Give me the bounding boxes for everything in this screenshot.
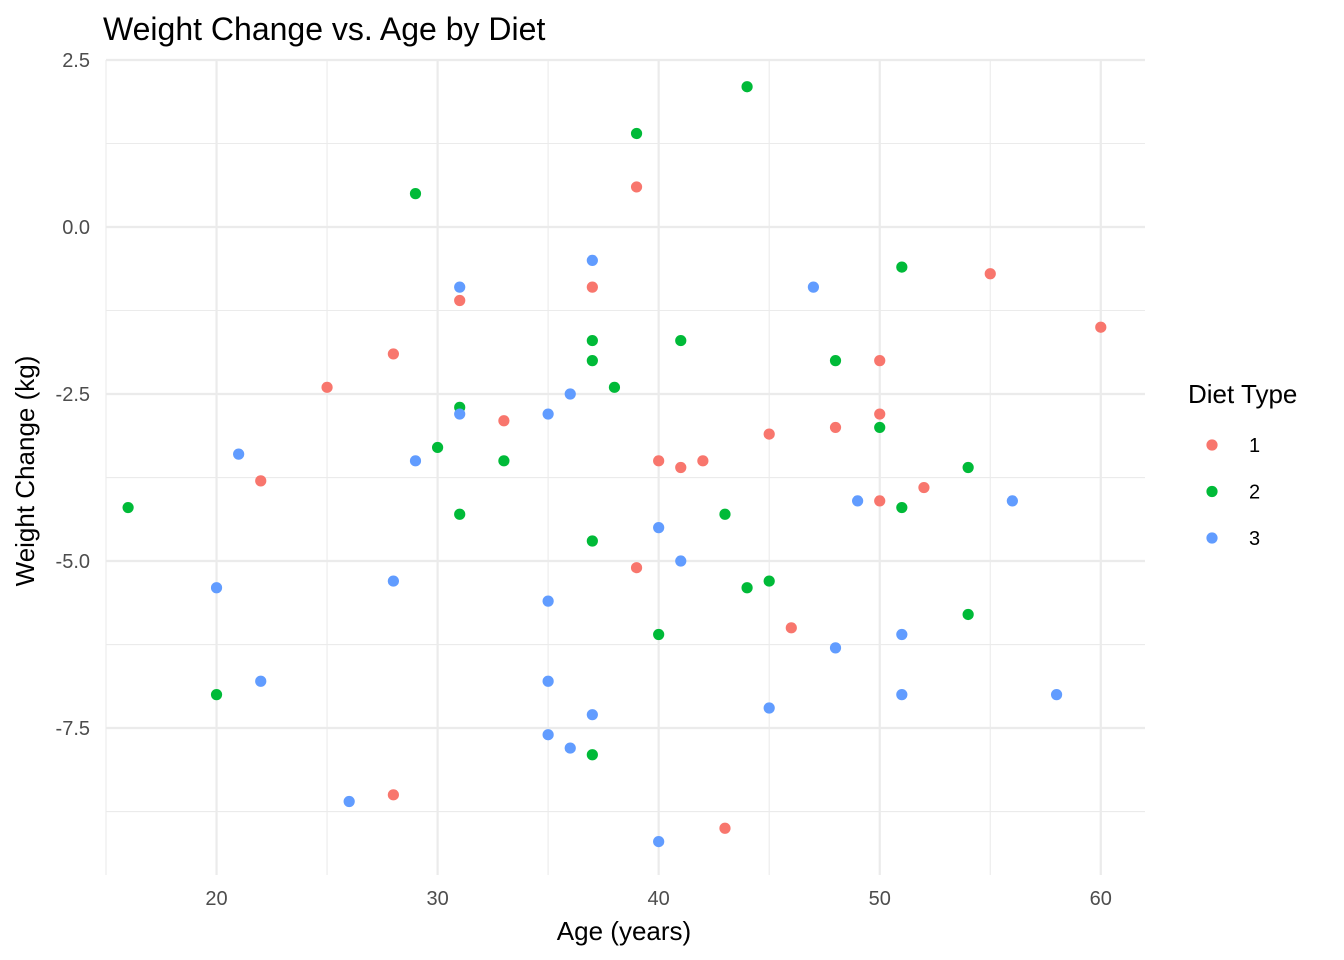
legend-key-diet-1 [1206, 439, 1218, 451]
data-point-diet-2 [896, 261, 908, 273]
x-axis-title: Age (years) [557, 916, 691, 946]
data-point-diet-2 [498, 455, 510, 467]
x-tick-label: 50 [869, 888, 891, 910]
x-tick-label: 60 [1090, 888, 1112, 910]
data-point-diet-2 [962, 608, 974, 621]
data-point-diet-3 [542, 595, 554, 607]
data-point-diet-1 [454, 294, 466, 307]
legend-title: Diet Type [1188, 379, 1297, 409]
legend-label-diet-2: 2 [1249, 482, 1260, 504]
data-point-diet-1 [874, 355, 886, 367]
data-point-diet-3 [542, 675, 554, 687]
legend: Diet Type 1 2 3 [1188, 379, 1297, 550]
grid-lines [105, 58, 1145, 875]
data-point-diet-3 [829, 642, 842, 654]
data-point-diet-1 [719, 822, 731, 834]
data-point-diet-1 [586, 281, 598, 293]
data-point-diet-3 [896, 628, 908, 641]
data-point-diet-2 [741, 582, 753, 594]
data-point-diet-2 [210, 689, 223, 701]
data-point-diet-2 [586, 749, 598, 761]
data-point-diet-3 [763, 702, 775, 714]
data-point-diet-3 [542, 729, 554, 741]
data-point-diet-2 [653, 628, 665, 641]
data-point-diet-2 [741, 81, 753, 93]
data-point-diet-2 [962, 461, 974, 474]
data-point-diet-1 [255, 475, 267, 487]
data-point-diet-1 [829, 421, 842, 434]
data-point-diet-1 [785, 622, 797, 634]
data-point-diet-3 [454, 281, 466, 293]
data-point-diet-3 [1050, 689, 1063, 701]
data-point-diet-2 [896, 501, 908, 514]
data-point-diet-1 [630, 181, 643, 193]
chart-title: Weight Change vs. Age by Diet [103, 11, 545, 47]
data-point-diet-1 [697, 455, 709, 467]
data-point-diet-1 [321, 381, 333, 393]
x-tick-label: 40 [648, 888, 670, 910]
data-point-diet-3 [807, 281, 820, 293]
data-point-diet-3 [343, 795, 355, 808]
y-axis-title: Weight Change (kg) [10, 356, 40, 587]
data-point-diet-3 [586, 254, 598, 267]
data-point-diet-3 [233, 448, 245, 460]
data-point-diet-1 [498, 415, 510, 427]
data-point-diet-3 [675, 555, 687, 567]
legend-label-diet-3: 3 [1249, 528, 1260, 550]
data-points [122, 81, 1107, 848]
data-point-diet-3 [210, 582, 223, 594]
data-point-diet-2 [454, 508, 466, 520]
data-point-diet-1 [874, 495, 886, 507]
legend-key-diet-2 [1206, 485, 1218, 498]
data-point-diet-2 [763, 575, 775, 587]
data-point-diet-2 [586, 535, 598, 547]
data-point-diet-1 [763, 428, 775, 440]
y-tick-label: 0.0 [62, 217, 90, 239]
data-point-diet-2 [630, 127, 643, 140]
y-tick-label: 2.5 [62, 50, 90, 72]
data-point-diet-2 [675, 334, 687, 347]
data-point-diet-2 [586, 355, 598, 367]
data-point-diet-1 [653, 455, 665, 467]
data-point-diet-1 [387, 789, 399, 801]
y-tick-label: -5.0 [56, 551, 90, 573]
data-point-diet-1 [918, 481, 930, 494]
data-point-diet-2 [122, 501, 134, 514]
data-point-diet-3 [542, 408, 554, 420]
data-point-diet-1 [1095, 321, 1107, 333]
x-tick-labels: 20 30 40 50 60 [205, 888, 1112, 910]
data-point-diet-1 [984, 268, 996, 280]
legend-key-diet-3 [1206, 532, 1218, 544]
data-point-diet-1 [387, 348, 399, 360]
data-point-diet-3 [1006, 495, 1018, 507]
x-tick-label: 20 [205, 888, 227, 910]
x-tick-label: 30 [426, 888, 448, 910]
data-point-diet-3 [653, 522, 665, 534]
data-point-diet-3 [409, 455, 422, 467]
data-point-diet-2 [409, 188, 422, 200]
data-point-diet-2 [874, 421, 886, 434]
data-point-diet-1 [630, 562, 643, 574]
data-point-diet-1 [675, 461, 687, 474]
data-point-diet-3 [255, 675, 267, 687]
data-point-diet-2 [586, 334, 598, 347]
data-point-diet-2 [431, 441, 444, 454]
data-point-diet-3 [852, 495, 864, 507]
legend-label-diet-1: 1 [1249, 435, 1260, 457]
data-point-diet-2 [608, 381, 621, 393]
data-point-diet-3 [653, 835, 665, 848]
data-point-diet-3 [387, 575, 399, 587]
data-point-diet-2 [829, 355, 842, 367]
data-point-diet-3 [586, 709, 598, 721]
y-tick-label: -7.5 [56, 718, 90, 740]
data-point-diet-3 [564, 388, 576, 400]
data-point-diet-3 [454, 408, 466, 420]
data-point-diet-2 [719, 508, 731, 520]
y-tick-label: -2.5 [56, 384, 90, 406]
data-point-diet-1 [874, 408, 886, 420]
y-tick-labels: 2.5 0.0 -2.5 -5.0 -7.5 [56, 50, 90, 740]
data-point-diet-3 [564, 742, 576, 754]
data-point-diet-3 [896, 689, 908, 701]
